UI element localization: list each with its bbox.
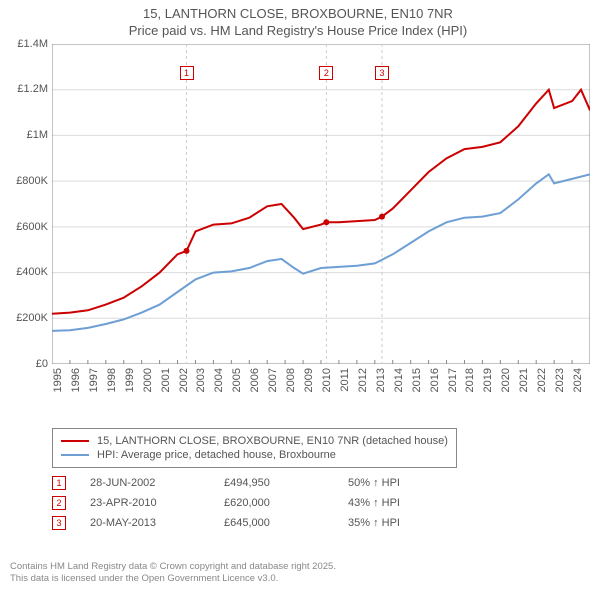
x-tick-label: 2001 xyxy=(160,368,172,392)
x-tick-label: 2012 xyxy=(357,368,369,392)
x-tick-label: 2019 xyxy=(482,368,494,392)
sale-marker-3: 3 xyxy=(375,66,389,80)
sale-price: £620,000 xyxy=(224,497,324,509)
sale-hpi: 50% ↑ HPI xyxy=(348,477,448,489)
x-tick-label: 2005 xyxy=(231,368,243,392)
x-tick-label: 2009 xyxy=(303,368,315,392)
sale-row: 2 23-APR-2010 £620,000 43% ↑ HPI xyxy=(52,496,590,510)
sale-row: 1 28-JUN-2002 £494,950 50% ↑ HPI xyxy=(52,476,590,490)
sale-date: 28-JUN-2002 xyxy=(90,477,200,489)
chart-container: 15, LANTHORN CLOSE, BROXBOURNE, EN10 7NR… xyxy=(0,0,600,590)
legend-swatch xyxy=(61,440,89,442)
plot-svg xyxy=(52,44,590,364)
title-line-2: Price paid vs. HM Land Registry's House … xyxy=(6,23,590,40)
x-tick-label: 2017 xyxy=(447,368,459,392)
y-tick-label: £600K xyxy=(16,221,48,233)
x-tick-label: 2002 xyxy=(178,368,190,392)
x-tick-label: 2007 xyxy=(267,368,279,392)
x-axis: 1995 1996 1997 1998 1999 2000 2001 2002 2003 2004… xyxy=(52,364,590,394)
chart-title: 15, LANTHORN CLOSE, BROXBOURNE, EN10 7NR… xyxy=(6,6,590,40)
sale-price: £494,950 xyxy=(224,477,324,489)
sale-num: 1 xyxy=(52,476,66,490)
x-tick-label: 2010 xyxy=(321,368,333,392)
x-tick-label: 2020 xyxy=(500,368,512,392)
title-line-1: 15, LANTHORN CLOSE, BROXBOURNE, EN10 7NR xyxy=(6,6,590,23)
legend-label: HPI: Average price, detached house, Brox… xyxy=(97,449,336,461)
x-tick-label: 2023 xyxy=(554,368,566,392)
x-tick-label: 2003 xyxy=(195,368,207,392)
x-tick-label: 2018 xyxy=(464,368,476,392)
x-tick-label: 2015 xyxy=(411,368,423,392)
x-tick-label: 2014 xyxy=(393,368,405,392)
plot-region: 1 2 3 xyxy=(52,44,590,364)
x-tick-label: 2021 xyxy=(518,368,530,392)
x-tick-label: 2024 xyxy=(572,368,584,392)
chart-area: £0£200K£400K£600K£800K£1M£1.2M£1.4M 123 … xyxy=(6,44,590,394)
y-tick-label: £400K xyxy=(16,266,48,278)
sale-row: 3 20-MAY-2013 £645,000 35% ↑ HPI xyxy=(52,516,590,530)
x-tick-label: 2016 xyxy=(429,368,441,392)
legend-row: 15, LANTHORN CLOSE, BROXBOURNE, EN10 7NR… xyxy=(61,435,448,447)
legend-label: 15, LANTHORN CLOSE, BROXBOURNE, EN10 7NR… xyxy=(97,435,448,447)
x-tick-label: 2013 xyxy=(375,368,387,392)
footnote: Contains HM Land Registry data © Crown c… xyxy=(10,561,590,584)
legend: 15, LANTHORN CLOSE, BROXBOURNE, EN10 7NR… xyxy=(52,428,457,468)
x-tick-label: 2004 xyxy=(213,368,225,392)
sale-hpi: 43% ↑ HPI xyxy=(348,497,448,509)
sale-marker-2: 2 xyxy=(319,66,333,80)
y-tick-label: £1.4M xyxy=(17,38,48,50)
sale-marker-1: 1 xyxy=(180,66,194,80)
x-tick-label: 1995 xyxy=(52,368,64,392)
x-tick-label: 1999 xyxy=(124,368,136,392)
y-tick-label: £1.2M xyxy=(17,83,48,95)
sale-hpi: 35% ↑ HPI xyxy=(348,517,448,529)
sale-date: 20-MAY-2013 xyxy=(90,517,200,529)
sale-price: £645,000 xyxy=(224,517,324,529)
y-tick-label: £0 xyxy=(36,358,48,370)
footnote-line-1: Contains HM Land Registry data © Crown c… xyxy=(10,561,590,572)
x-tick-label: 1996 xyxy=(70,368,82,392)
legend-row: HPI: Average price, detached house, Brox… xyxy=(61,449,448,461)
x-tick-label: 1998 xyxy=(106,368,118,392)
x-tick-label: 1997 xyxy=(88,368,100,392)
legend-swatch xyxy=(61,454,89,456)
y-axis: £0£200K£400K£600K£800K£1M£1.2M£1.4M xyxy=(6,44,52,364)
sale-date: 23-APR-2010 xyxy=(90,497,200,509)
sale-num: 3 xyxy=(52,516,66,530)
sales-table: 1 28-JUN-2002 £494,950 50% ↑ HPI 2 23-APR-201… xyxy=(52,476,590,530)
y-tick-label: £1M xyxy=(27,129,48,141)
footnote-line-2: This data is licensed under the Open Gov… xyxy=(10,573,590,584)
y-tick-label: £200K xyxy=(16,312,48,324)
x-tick-label: 2000 xyxy=(142,368,154,392)
x-tick-label: 2011 xyxy=(339,368,351,392)
x-tick-label: 2008 xyxy=(285,368,297,392)
sale-num: 2 xyxy=(52,496,66,510)
x-tick-label: 2006 xyxy=(249,368,261,392)
y-tick-label: £800K xyxy=(16,175,48,187)
x-tick-label: 2022 xyxy=(536,368,548,392)
